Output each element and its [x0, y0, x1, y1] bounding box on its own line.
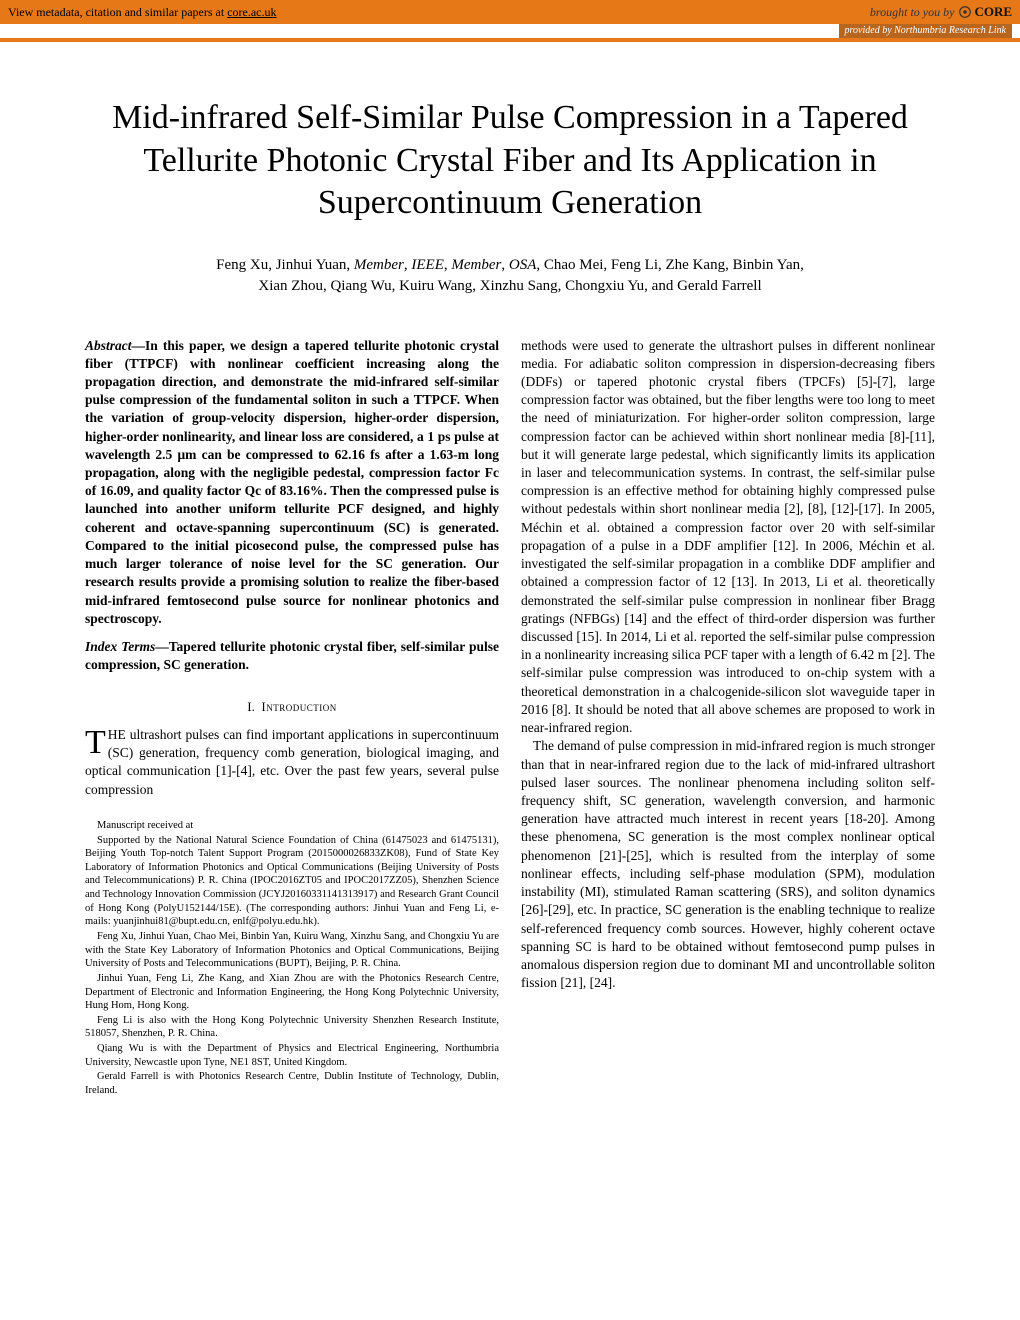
sub-banner: provided by Northumbria Research Link — [0, 24, 1020, 38]
section-number: I. — [247, 699, 255, 714]
footnote: Manuscript received at — [85, 819, 499, 833]
core-icon — [958, 5, 972, 19]
footnote: Feng Xu, Jinhui Yuan, Chao Mei, Binbin Y… — [85, 930, 499, 971]
abstract: Abstract—In this paper, we design a tape… — [85, 337, 499, 629]
abstract-text: —In this paper, we design a tapered tell… — [85, 338, 499, 626]
page-content: Mid-infrared Self-Similar Pulse Compress… — [0, 42, 1020, 1139]
banner-right: brought to you by CORE — [870, 4, 1012, 20]
core-banner: View metadata, citation and similar pape… — [0, 0, 1020, 24]
provided-by-label[interactable]: provided by Northumbria Research Link — [839, 24, 1012, 38]
core-logo[interactable]: CORE — [958, 4, 1012, 20]
footnote: Jinhui Yuan, Feng Li, Zhe Kang, and Xian… — [85, 972, 499, 1013]
authors: Feng Xu, Jinhui Yuan, Member, IEEE, Memb… — [85, 255, 935, 297]
body-paragraph: methods were used to generate the ultras… — [521, 337, 935, 738]
core-link[interactable]: core.ac.uk — [227, 5, 276, 19]
banner-left: View metadata, citation and similar pape… — [8, 5, 277, 20]
abstract-label: Abstract — [85, 338, 132, 353]
paper-title: Mid-infrared Self-Similar Pulse Compress… — [85, 97, 935, 225]
banner-text: View metadata, citation and similar pape… — [8, 5, 227, 19]
core-text: CORE — [974, 4, 1012, 20]
footnotes: Manuscript received at Supported by the … — [85, 819, 499, 1098]
footnote: Gerald Farrell is with Photonics Researc… — [85, 1070, 499, 1097]
left-column: Abstract—In this paper, we design a tape… — [85, 337, 499, 1099]
body-paragraph: The demand of pulse compression in mid-i… — [521, 737, 935, 992]
two-column-body: Abstract—In this paper, we design a tape… — [85, 337, 935, 1099]
section-heading: I. Introduction — [85, 698, 499, 716]
footnote: Supported by the National Natural Scienc… — [85, 834, 499, 929]
footnote: Qiang Wu is with the Department of Physi… — [85, 1042, 499, 1069]
intro-paragraph: THE ultrashort pulses can find important… — [85, 726, 499, 799]
index-terms: Index Terms—Tapered tellurite photonic c… — [85, 638, 499, 674]
index-label: Index Terms — [85, 639, 155, 654]
right-column: methods were used to generate the ultras… — [521, 337, 935, 1099]
brought-by-text: brought to you by — [870, 5, 955, 20]
section-name: Introduction — [261, 699, 336, 714]
footnote: Feng Li is also with the Hong Kong Polyt… — [85, 1014, 499, 1041]
